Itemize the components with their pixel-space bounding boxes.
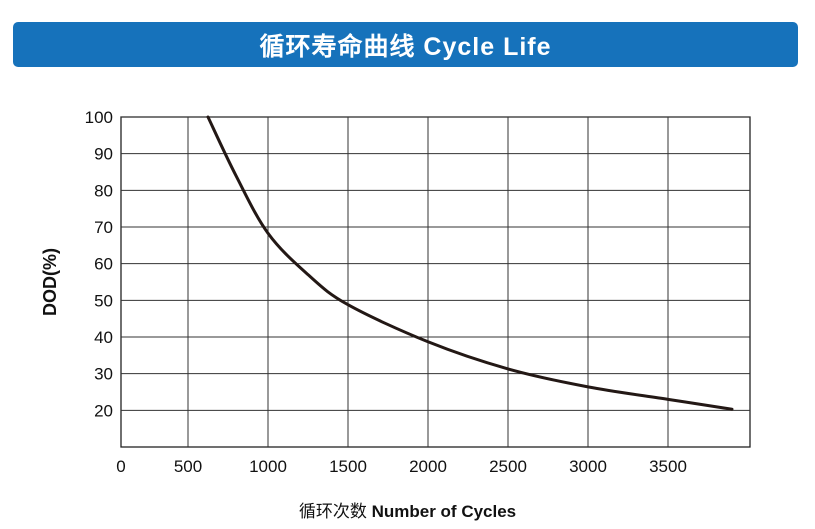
chart-title: 循环寿命曲线 Cycle Life (259, 32, 552, 61)
y-tick-label: 60 (94, 255, 113, 274)
x-tick-label: 1000 (249, 457, 287, 476)
y-tick-label: 30 (94, 365, 113, 384)
y-axis-label: DOD(%) (40, 248, 60, 316)
x-tick-label: 2000 (409, 457, 447, 476)
y-tick-label: 100 (85, 108, 113, 127)
x-tick-label: 3000 (569, 457, 607, 476)
x-tick-label: 1500 (329, 457, 367, 476)
y-tick-label: 40 (94, 328, 113, 347)
x-axis-label-en: Number of Cycles (371, 502, 517, 521)
y-tick-label: 20 (94, 401, 113, 420)
y-tick-label: 90 (94, 145, 113, 164)
x-tick-label: 0 (116, 457, 125, 476)
tick-labels: 100 90 80 70 60 50 40 30 20 0 500 1000 1500 2000 2500 3… (85, 108, 687, 476)
grid (120, 116, 751, 448)
x-axis-label: 循环次数 Number of Cycles (0, 497, 815, 522)
x-tick-label: 3500 (649, 457, 687, 476)
title-banner: 循环寿命曲线 Cycle Life (13, 22, 798, 67)
y-tick-label: 50 (94, 291, 113, 310)
series-line (206, 115, 734, 411)
x-axis-label-cn: 循环次数 (298, 502, 367, 521)
x-tick-label: 2500 (489, 457, 527, 476)
y-tick-label: 70 (94, 218, 113, 237)
x-tick-label: 500 (174, 457, 202, 476)
y-tick-label: 80 (94, 181, 113, 200)
